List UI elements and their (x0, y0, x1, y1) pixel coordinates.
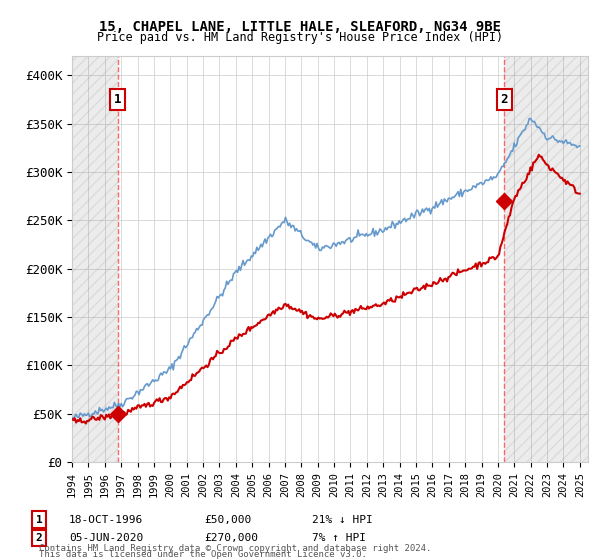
Bar (505, 56, 588, 462)
Text: 2: 2 (35, 533, 43, 543)
Text: 18-OCT-1996: 18-OCT-1996 (69, 515, 143, 525)
Bar (72, 56, 118, 462)
Text: 2: 2 (501, 93, 508, 106)
Text: Price paid vs. HM Land Registry's House Price Index (HPI): Price paid vs. HM Land Registry's House … (97, 31, 503, 44)
Text: 21% ↓ HPI: 21% ↓ HPI (312, 515, 373, 525)
Text: 05-JUN-2020: 05-JUN-2020 (69, 533, 143, 543)
Text: 1: 1 (35, 515, 43, 525)
Text: 1: 1 (114, 93, 122, 106)
Text: 7% ↑ HPI: 7% ↑ HPI (312, 533, 366, 543)
Text: 15, CHAPEL LANE, LITTLE HALE, SLEAFORD, NG34 9BE: 15, CHAPEL LANE, LITTLE HALE, SLEAFORD, … (99, 20, 501, 34)
Text: £50,000: £50,000 (204, 515, 251, 525)
Text: This data is licensed under the Open Government Licence v3.0.: This data is licensed under the Open Gov… (39, 550, 367, 559)
Text: Contains HM Land Registry data © Crown copyright and database right 2024.: Contains HM Land Registry data © Crown c… (39, 544, 431, 553)
Text: £270,000: £270,000 (204, 533, 258, 543)
